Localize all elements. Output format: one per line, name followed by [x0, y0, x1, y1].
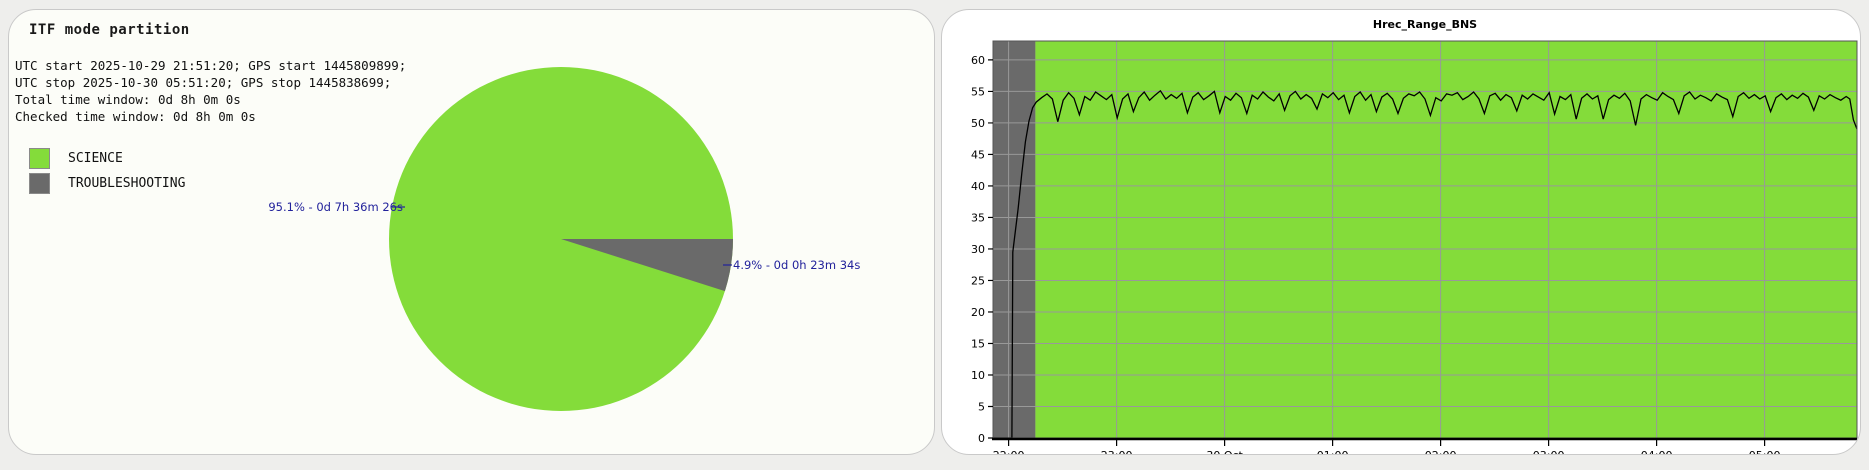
- pie-label-science: 95.1% - 0d 7h 36m 26s: [268, 200, 403, 214]
- x-tick-label: 23:00: [1101, 449, 1133, 455]
- y-tick-label: 45: [971, 148, 985, 161]
- utc-stop-line: UTC stop 2025-10-30 05:51:20; GPS stop 1…: [15, 75, 392, 90]
- pie-label-troubleshooting: 4.9% - 0d 0h 23m 34s: [733, 258, 861, 272]
- y-tick-label: 5: [978, 400, 985, 413]
- y-tick-label: 40: [971, 180, 985, 193]
- y-tick-label: 20: [971, 306, 985, 319]
- legend-swatch-science: [29, 148, 50, 169]
- y-tick-label: 25: [971, 274, 985, 287]
- y-tick-label: 35: [971, 211, 985, 224]
- y-tick-label: 50: [971, 117, 985, 130]
- hrec-range-bns-plot: 22:00 23:00 30 Oct 01:00 02:00 03:00 04:00 05:0…: [971, 40, 1858, 455]
- x-tick-label: 05:00: [1749, 449, 1781, 455]
- hrec-range-trace: [993, 89, 1858, 439]
- y-tick-label: 15: [971, 337, 985, 350]
- x-tick-label: 01:00: [1317, 449, 1349, 455]
- itf-mode-pie-chart: [389, 67, 733, 411]
- x-tick-label: 04:00: [1641, 449, 1673, 455]
- legend-label-science: SCIENCE: [68, 151, 123, 166]
- itf-mode-partition-panel[interactable]: ITF mode partition UTC start 2025-10-29 …: [8, 9, 935, 455]
- checked-time-window-line: Checked time window: 0d 8h 0m 0s: [15, 109, 256, 124]
- y-tick-label: 60: [971, 54, 985, 67]
- y-tick-label: 55: [971, 85, 985, 98]
- x-tick-label: 03:00: [1533, 449, 1565, 455]
- x-tick-label: 30 Oct: [1206, 449, 1243, 455]
- hrec-range-bns-panel[interactable]: Hrec_Range_BNS 22:00 23:00 30 Oct 01:00 02:0…: [941, 9, 1861, 455]
- mode-region-science: [1035, 41, 1857, 438]
- panel-title: ITF mode partition: [29, 22, 190, 38]
- y-tick-label: 10: [971, 369, 985, 382]
- chart-title: Hrec_Range_BNS: [1372, 18, 1478, 31]
- x-tick-label: 02:00: [1425, 449, 1457, 455]
- utc-start-line: UTC start 2025-10-29 21:51:20; GPS start…: [15, 58, 407, 73]
- y-tick-label: 0: [978, 432, 985, 445]
- legend-swatch-troubleshooting: [29, 173, 50, 194]
- x-tick-label: 22:00: [993, 449, 1025, 455]
- pie-slice-troubleshooting: [561, 239, 733, 292]
- total-time-window-line: Total time window: 0d 8h 0m 0s: [15, 92, 241, 107]
- legend-label-troubleshooting: TROUBLESHOOTING: [68, 176, 186, 191]
- y-tick-label: 30: [971, 243, 985, 256]
